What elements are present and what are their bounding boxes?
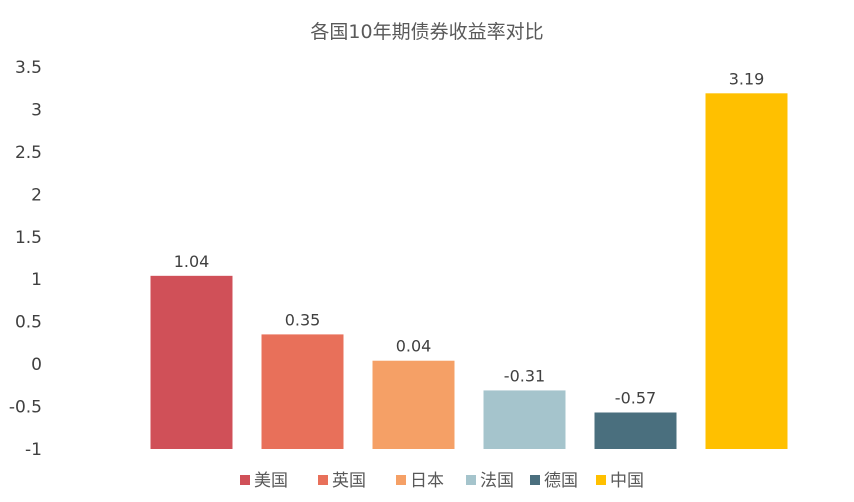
- bars: [150, 93, 788, 449]
- bar-2: [261, 334, 344, 449]
- bar-3: [372, 360, 455, 449]
- y-tick-label: -0.5: [9, 398, 42, 418]
- legend-swatch: [530, 475, 540, 485]
- chart-title: 各国10年期债券收益率对比: [310, 21, 543, 43]
- bar-6: [705, 93, 788, 449]
- legend-label: 中国: [610, 471, 644, 491]
- legend-swatch: [596, 475, 606, 485]
- legend-label: 法国: [480, 471, 514, 491]
- legend-label: 美国: [254, 471, 288, 491]
- y-tick-label: 2: [31, 185, 42, 205]
- data-label: -0.57: [615, 388, 656, 407]
- data-label: 3.19: [729, 69, 765, 88]
- y-tick-label: 0.5: [15, 313, 42, 333]
- data-label: 0.04: [396, 337, 432, 356]
- legend-swatch: [466, 475, 476, 485]
- data-label: 1.04: [174, 252, 210, 271]
- y-tick-label: -1: [25, 440, 42, 460]
- y-tick-label: 1.5: [15, 228, 42, 248]
- data-labels: 1.04 0.35 0.04 -0.31 -0.57 3.19: [174, 69, 765, 407]
- y-axis-ticks: 3.5 3 2.5 2 1.5 1 0.5 0 -0.5 -1: [9, 58, 42, 460]
- y-tick-label: 0: [31, 355, 42, 375]
- data-label: 0.35: [285, 310, 321, 329]
- bar-4: [483, 390, 566, 449]
- legend-label: 日本: [410, 471, 444, 491]
- legend-swatch: [240, 475, 250, 485]
- legend-swatch: [396, 475, 406, 485]
- legend-swatch: [318, 475, 328, 485]
- y-tick-label: 2.5: [15, 143, 42, 163]
- legend-label: 德国: [544, 471, 578, 491]
- legend-label: 英国: [332, 471, 366, 491]
- bar-5: [594, 412, 677, 449]
- data-label: -0.31: [504, 366, 545, 385]
- bar-1: [150, 275, 233, 449]
- y-tick-label: 1: [31, 270, 42, 290]
- legend: 美国 英国 日本 法国 德国 中国: [240, 471, 644, 491]
- y-tick-label: 3.5: [15, 58, 42, 78]
- y-tick-label: 3: [31, 100, 42, 120]
